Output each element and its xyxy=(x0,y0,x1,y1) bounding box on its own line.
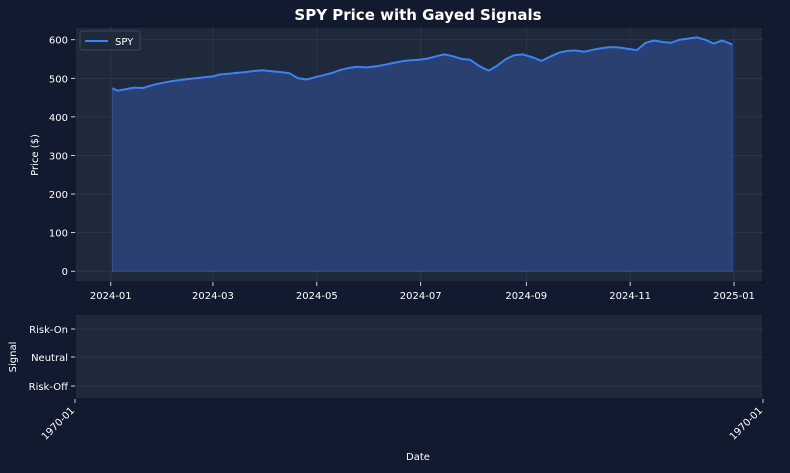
price-y-axis-label: Price ($) xyxy=(30,134,41,176)
signal-y-tick-label: Neutral xyxy=(31,353,68,364)
price-x-tick-label: 2024-09 xyxy=(505,291,547,302)
price-y-tick-label: 400 xyxy=(49,113,68,124)
signal-x-tick-label: 1970-01 xyxy=(40,405,77,442)
signal-x-tick-label: 1970-01 xyxy=(728,405,765,442)
signal-y-ticks: Risk-On Neutral Risk-Off xyxy=(29,325,75,393)
price-y-tick-label: 600 xyxy=(49,36,68,47)
price-y-ticks: 0 100 200 300 400 500 600 xyxy=(49,36,75,278)
price-x-tick-label: 2024-05 xyxy=(296,291,338,302)
price-x-tick-label: 2024-07 xyxy=(400,291,442,302)
price-x-tick-label: 2024-01 xyxy=(90,291,132,302)
price-x-tick-label: 2024-11 xyxy=(609,291,651,302)
signal-x-axis-label: Date xyxy=(406,452,430,463)
signal-y-tick-label: Risk-On xyxy=(29,325,68,336)
price-y-tick-label: 500 xyxy=(49,74,68,85)
price-y-tick-label: 300 xyxy=(49,151,68,162)
price-y-tick-label: 0 xyxy=(62,267,68,278)
chart-title: SPY Price with Gayed Signals xyxy=(294,6,541,24)
price-x-ticks: 2024-01 2024-03 2024-05 2024-07 2024-09 2024-… xyxy=(90,282,755,302)
legend-label-spy: SPY xyxy=(115,37,134,48)
legend: SPY xyxy=(80,31,140,50)
signal-y-axis-label: Signal xyxy=(8,342,19,373)
signal-x-ticks: 1970-01 1970-01 xyxy=(40,399,765,443)
price-y-tick-label: 100 xyxy=(49,229,68,240)
price-x-tick-label: 2024-03 xyxy=(192,291,234,302)
price-x-tick-label: 2025-01 xyxy=(713,291,755,302)
signal-panel: Risk-On Neutral Risk-Off 1970-01 1970-01 Si… xyxy=(8,314,765,463)
price-y-tick-label: 200 xyxy=(49,190,68,201)
signal-y-tick-label: Risk-Off xyxy=(29,382,69,393)
